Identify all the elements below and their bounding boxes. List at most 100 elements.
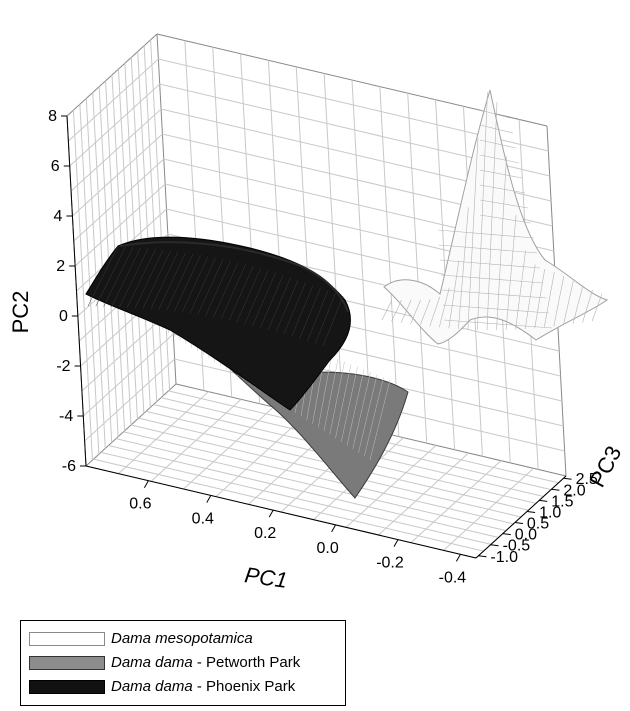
legend-item-phoenix: Dama dama - Phoenix Park: [29, 677, 295, 697]
mesopotamica-meshline: [429, 296, 441, 327]
mesopotamica-meshline: [505, 214, 517, 330]
legend-label: Dama mesopotamica: [111, 630, 253, 647]
z-tick: [563, 477, 572, 480]
mesopotamica-meshline: [440, 274, 544, 284]
wall-horizontal-gridline: [82, 333, 564, 427]
z-tick: [490, 544, 499, 547]
legend-label: Dama dama - Petworth Park: [111, 654, 301, 671]
phoenix-meshline: [299, 287, 321, 340]
phoenix-meshline: [197, 259, 224, 315]
wall-horizontal-gridline: [69, 83, 550, 177]
z-tick: [514, 522, 523, 525]
mesopotamica-meshline: [458, 207, 469, 329]
z-axis-title: PC3: [584, 442, 626, 492]
wall-horizontal-gridline: [70, 108, 552, 202]
mesopotamica-meshline: [448, 260, 460, 329]
mesopotamica-meshline: [391, 299, 402, 322]
axis-layer: -6-4-2024680.60.40.20.0-0.2-0.4-1.0-0.50…: [48, 108, 598, 586]
x-tick: [455, 554, 461, 562]
phoenix-meshline: [150, 251, 179, 310]
legend-swatch-mesopotamica: [29, 632, 105, 646]
wall-horizontal-gridline: [72, 133, 553, 227]
petworth-meshline: [341, 366, 358, 442]
mesopotamica-meshline: [534, 269, 546, 329]
mesopotamica-meshline: [479, 139, 517, 149]
mesopotamica-meshline: [381, 299, 393, 321]
legend-label: Dama dama - Phoenix Park: [111, 678, 296, 695]
phoenix-meshline: [213, 262, 239, 318]
y-tick-label: 8: [48, 108, 57, 125]
mesopotamica-meshline: [438, 244, 538, 254]
phoenix-meshline: [252, 272, 276, 327]
phoenix-meshline: [103, 247, 134, 307]
phoenix-meshline: [322, 295, 344, 347]
petworth-meshline: [335, 364, 352, 439]
axis-line: [66, 115, 87, 467]
z-tick-label: 2.5: [576, 471, 598, 488]
axis-line: [475, 475, 567, 559]
mesopotamica-meshline: [400, 299, 412, 323]
surface-phoenix: [85, 236, 351, 411]
petworth-meshline: [329, 361, 345, 435]
mesopotamica-meshline: [591, 293, 603, 322]
phoenix-meshline: [181, 256, 209, 313]
y-tick-label: -4: [59, 408, 73, 425]
legend-item-mesopotamica: Dama mesopotamica: [29, 629, 253, 649]
mesopotamica-meshline: [486, 101, 498, 330]
z-tick: [551, 488, 560, 491]
mesopotamica-meshline: [543, 272, 555, 328]
x-tick: [393, 539, 399, 547]
petworth-meshline: [369, 379, 391, 461]
petworth-meshline: [358, 374, 378, 453]
phoenix-meshline: [314, 293, 336, 344]
wall-horizontal-gridline: [74, 183, 556, 277]
y-tick-label: 4: [54, 208, 63, 225]
mesopotamica-meshline: [443, 319, 553, 329]
mesopotamica-meshline: [582, 289, 593, 323]
floor-gridline: [410, 460, 502, 544]
x-tick: [143, 480, 149, 488]
legend: Dama mesopotamica Dama dama - Petworth P…: [20, 620, 346, 706]
mesopotamica-meshline: [442, 304, 550, 314]
phoenix-meshline: [244, 270, 269, 325]
phoenix-meshline: [119, 248, 149, 308]
x-tick-label: -0.2: [376, 555, 404, 572]
mesopotamica-meshline: [479, 154, 520, 164]
phoenix-meshline: [267, 277, 291, 331]
phoenix-meshline: [228, 266, 254, 321]
y-tick-label: 2: [56, 258, 65, 275]
mesopotamica-meshline: [437, 229, 535, 239]
mesopotamica-meshline: [439, 259, 541, 269]
phoenix-ridge: [119, 241, 349, 313]
z-tick-label: 0.0: [515, 527, 537, 544]
wall-horizontal-gridline: [73, 158, 554, 252]
y-tick-label: 6: [51, 158, 60, 175]
z-tick-label: 2.0: [563, 482, 585, 499]
z-tick: [502, 533, 511, 536]
mesopotamica-meshline: [441, 289, 547, 299]
z-tick-label: 1.5: [551, 493, 573, 510]
phoenix-meshline: [166, 253, 194, 311]
petworth-meshline: [318, 356, 332, 428]
mesopotamica-meshline: [563, 280, 574, 326]
mesopotamica-meshline: [572, 285, 584, 325]
x-tick: [206, 495, 212, 503]
y-tick-label: -2: [56, 358, 70, 375]
legend-swatch-phoenix: [29, 680, 105, 694]
x-tick-label: 0.0: [316, 540, 338, 557]
mesopotamica-meshline: [477, 92, 488, 330]
z-tick: [539, 499, 548, 502]
phoenix-meshline: [236, 268, 261, 323]
petworth-meshline: [323, 358, 339, 432]
x-axis-title: PC1: [243, 562, 289, 593]
z-tick-label: -1.0: [490, 549, 518, 566]
phoenix-meshline: [260, 275, 284, 329]
wall-horizontal-gridline: [84, 358, 565, 452]
x-tick-label: 0.2: [254, 525, 276, 542]
z-tick-label: 1.0: [539, 504, 561, 521]
mesopotamica-meshline: [479, 214, 532, 224]
axis-line: [85, 465, 477, 559]
phoenix-meshline: [291, 285, 314, 337]
wall-horizontal-gridline: [68, 58, 549, 152]
